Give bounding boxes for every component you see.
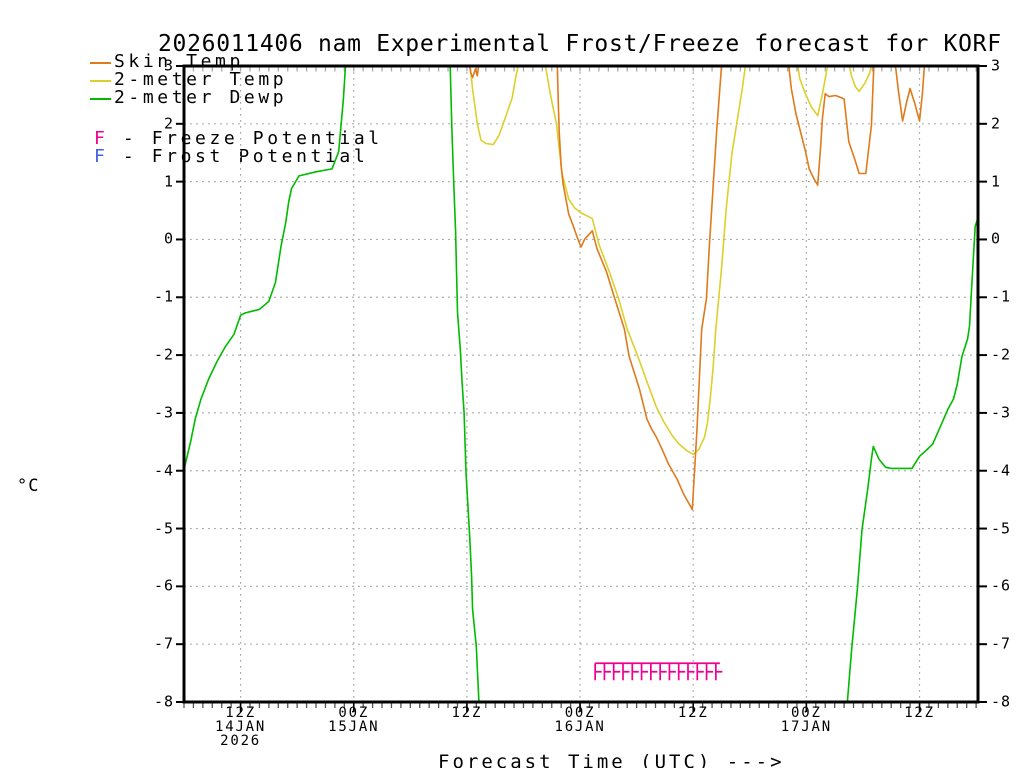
y-tick-label: 2 bbox=[163, 114, 174, 133]
y-tick-label: -2 bbox=[991, 345, 1012, 364]
y-tick-label: -5 bbox=[991, 519, 1012, 538]
legend-row-frost-potential: F - Frost Potential bbox=[94, 146, 368, 167]
series-2-meter-temp bbox=[544, 66, 747, 456]
series-2-meter-temp bbox=[469, 66, 519, 146]
x-tick-label: 00Z 16JAN bbox=[554, 705, 606, 735]
y-tick-label: -6 bbox=[991, 576, 1012, 595]
legend-label: 2-meter Dewp bbox=[114, 87, 288, 108]
x-tick-label: 12Z bbox=[677, 705, 709, 721]
series-2-meter-dewp bbox=[846, 217, 978, 702]
series-2-meter-temp bbox=[797, 66, 829, 117]
freeze-potential-flags bbox=[594, 662, 723, 681]
y-tick-label: -6 bbox=[153, 576, 174, 595]
y-tick-label: 1 bbox=[991, 172, 1002, 191]
y-tick-label: -7 bbox=[991, 634, 1012, 653]
legend-label: 2-meter Temp bbox=[114, 69, 288, 90]
y-tick-label: 2 bbox=[991, 114, 1002, 133]
legend-line-sample bbox=[90, 98, 111, 100]
y-tick-label: 1 bbox=[163, 172, 174, 191]
series-skin-temp bbox=[894, 66, 926, 122]
y-tick-label: -3 bbox=[153, 403, 174, 422]
y-tick-label: -8 bbox=[991, 692, 1012, 711]
legend-line-sample bbox=[90, 80, 111, 82]
x-tick-label: 12Z bbox=[451, 705, 483, 721]
y-tick-label: -8 bbox=[153, 692, 174, 711]
series-skin-temp bbox=[787, 66, 875, 186]
series-skin-temp bbox=[556, 66, 723, 511]
chart-title: 2026011406 nam Experimental Frost/Freeze… bbox=[158, 31, 1002, 57]
y-tick-label: -4 bbox=[991, 461, 1012, 480]
y-tick-label: 3 bbox=[991, 56, 1002, 75]
y-axis-label: °C bbox=[17, 476, 40, 496]
x-tick-label: 00Z 17JAN bbox=[780, 705, 832, 735]
legend-row-freeze-potential: F - Freeze Potential bbox=[94, 128, 383, 149]
series-skin-temp bbox=[468, 66, 480, 79]
y-tick-label: -3 bbox=[991, 403, 1012, 422]
potential-label: - Freeze Potential bbox=[108, 128, 383, 149]
potential-label: - Frost Potential bbox=[108, 146, 369, 167]
series-2-meter-dewp bbox=[184, 66, 347, 470]
x-axis-label: Forecast Time (UTC) ---> bbox=[438, 751, 785, 768]
potential-symbol: F bbox=[94, 146, 109, 167]
legend-line-sample bbox=[90, 62, 111, 64]
y-tick-label: -1 bbox=[153, 287, 174, 306]
x-tick-label: 12Z bbox=[904, 705, 935, 721]
series-2-meter-temp bbox=[848, 66, 872, 93]
y-tick-label: -4 bbox=[153, 461, 174, 480]
potential-symbol: F bbox=[94, 128, 109, 149]
y-tick-label: -7 bbox=[153, 634, 174, 653]
y-tick-label: -5 bbox=[153, 519, 174, 538]
y-tick-label: -1 bbox=[991, 287, 1012, 306]
plot-border bbox=[182, 64, 980, 704]
y-tick-label: 3 bbox=[163, 56, 174, 75]
y-tick-label: 0 bbox=[163, 229, 174, 248]
y-tick-label: 0 bbox=[991, 229, 1002, 248]
y-tick-label: -2 bbox=[153, 345, 174, 364]
series-2-meter-dewp bbox=[449, 66, 480, 702]
x-tick-label: 00Z 15JAN bbox=[328, 705, 380, 735]
x-tick-label: 12Z 14JAN 2026 bbox=[215, 705, 267, 749]
